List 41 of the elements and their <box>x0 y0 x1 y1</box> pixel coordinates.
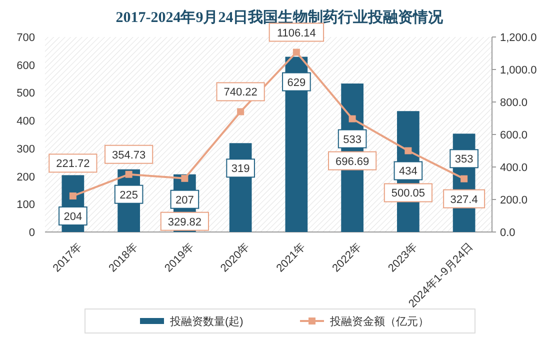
data-label: 740.22 <box>224 86 258 99</box>
data-label: 327.4 <box>450 194 478 206</box>
y2-tick-label: 1,000.0 <box>500 64 537 76</box>
point <box>348 115 356 122</box>
data-label: 319 <box>231 163 250 176</box>
point <box>69 192 76 200</box>
y-tick-label: 300 <box>16 143 35 156</box>
data-label: 353 <box>454 154 474 166</box>
data-label: 329.82 <box>168 216 202 228</box>
point <box>460 175 468 182</box>
point <box>404 147 412 154</box>
y-tick-label: 0 <box>28 227 35 239</box>
data-label: 207 <box>176 194 194 206</box>
point <box>181 174 188 182</box>
y2-tick-label: 200.0 <box>500 194 528 206</box>
y2-tick-label: 1,200.0 <box>500 32 537 44</box>
point <box>292 48 300 56</box>
y-tick-label: 200 <box>16 171 35 184</box>
y2-tick-label: 400.0 <box>500 162 528 174</box>
y-tick-label: 400 <box>16 116 35 128</box>
data-label: 354.73 <box>112 149 146 162</box>
y-tick-label: 100 <box>16 199 35 212</box>
data-label: 221.72 <box>56 158 90 170</box>
y2-tick-label: 0.0 <box>500 227 516 239</box>
legend-label: 投融资数量(起) <box>169 316 244 328</box>
y-tick-label: 500 <box>16 88 35 100</box>
y-tick-label: 700 <box>16 32 35 44</box>
data-label: 1106.14 <box>276 27 316 40</box>
y-tick-label: 600 <box>16 60 35 72</box>
data-label: 629 <box>287 76 306 89</box>
point <box>237 108 244 116</box>
data-label: 696.69 <box>335 156 370 168</box>
legend-label: 投融资金额（亿元） <box>329 315 429 328</box>
y2-tick-label: 600.0 <box>500 130 528 142</box>
data-label: 225 <box>120 189 138 202</box>
data-label: 204 <box>64 210 82 223</box>
data-label: 500.05 <box>391 188 426 200</box>
y2-tick-label: 800.0 <box>500 97 528 109</box>
point <box>125 170 132 178</box>
data-label: 434 <box>399 166 418 178</box>
data-label: 533 <box>343 134 362 146</box>
